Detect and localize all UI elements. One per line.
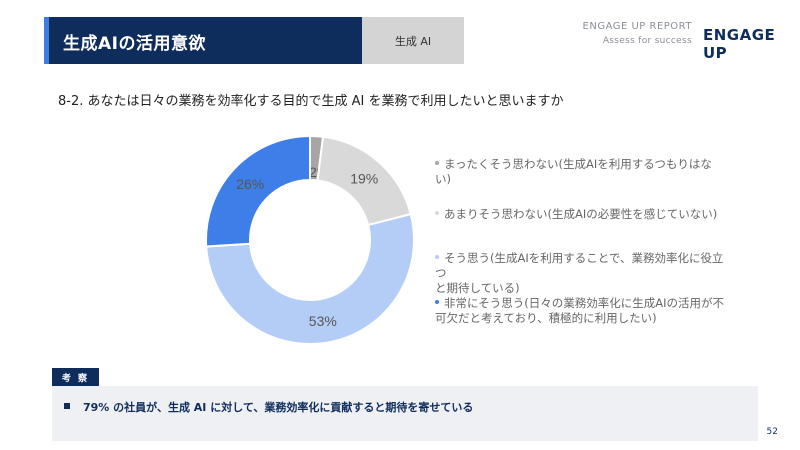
- slice-label: 53%: [309, 313, 337, 329]
- donut-slice: [205, 134, 311, 248]
- legend-dot: [435, 299, 439, 304]
- insight-text: 79% の社員が、生成 AI に対して、業務効率化に貢献すると期待を寄せている: [83, 401, 474, 414]
- report-label: ENGAGE UP REPORT Assess for success: [583, 20, 692, 48]
- slice-label: 19%: [350, 170, 378, 186]
- insight-box: 79% の社員が、生成 AI に対して、業務効率化に貢献すると期待を寄せている: [52, 386, 758, 441]
- legend-label-cont: と期待している): [435, 281, 520, 295]
- header-bar: 生成AIの活用意欲: [44, 17, 362, 64]
- legend-label-cont: 可欠だと考えており、積極的に利用したい): [435, 311, 657, 325]
- section-tab: 生成 AI: [362, 17, 464, 64]
- legend-label: 非常にそう思う(日々の業務効率化に生成AIの活用が不: [444, 296, 725, 310]
- page-title: 生成AIの活用意欲: [63, 34, 206, 54]
- bullet-icon: [64, 403, 70, 409]
- donut-slice: [205, 212, 415, 345]
- report-label-main: ENGAGE UP REPORT: [582, 21, 692, 32]
- legend-dot: [435, 210, 439, 215]
- legend-item: 非常にそう思う(日々の業務効率化に生成AIの活用が不 可欠だと考えており、積極的…: [435, 296, 725, 326]
- legend-label: そう思う(生成AIを利用することで、業務効率化に役立つ: [435, 251, 724, 280]
- slice-label: 26%: [236, 176, 264, 192]
- page-number: 52: [766, 427, 778, 437]
- legend-label: あまりそう思わない(生成AIの必要性を感じていない): [444, 207, 718, 221]
- legend-item: まったくそう思わない(生成AIを利用するつもりはない): [435, 157, 725, 187]
- engage-up-logo: ENGAGE UP: [703, 26, 776, 62]
- insight-tag: 考 察: [52, 368, 99, 386]
- legend-dot: [435, 254, 439, 259]
- report-label-sub: Assess for success: [602, 36, 692, 46]
- question-text: 8-2. あなたは日々の業務を効率化する目的で生成 AI を業務で利用したいと思…: [58, 94, 564, 109]
- legend-item: あまりそう思わない(生成AIの必要性を感じていない): [435, 207, 725, 222]
- legend-label: まったくそう思わない(生成AIを利用するつもりはない): [435, 157, 712, 186]
- legend-item: そう思う(生成AIを利用することで、業務効率化に役立つ と期待している): [435, 251, 725, 296]
- legend-dot: [435, 160, 439, 165]
